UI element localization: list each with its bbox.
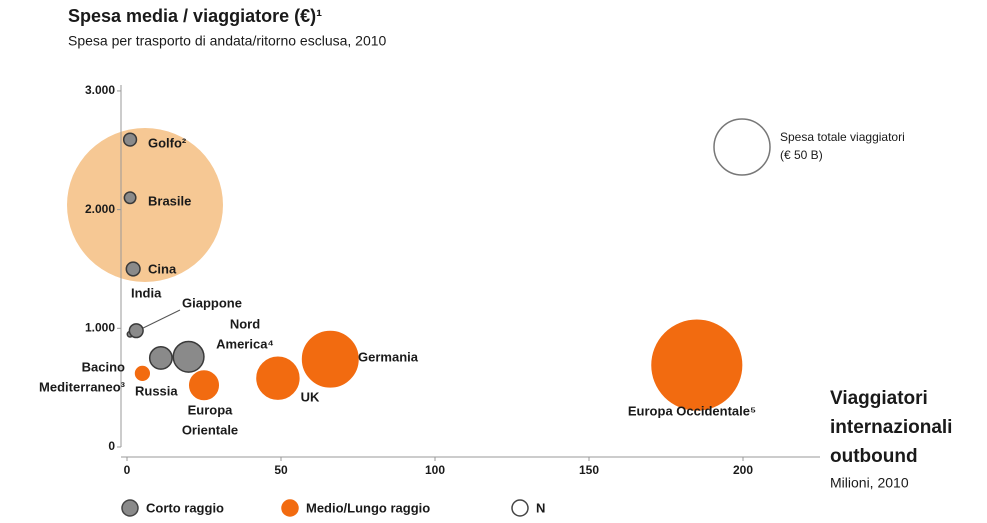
point-label: America⁴ <box>216 336 274 351</box>
point-label: Brasile <box>148 193 191 208</box>
size-legend-text: Spesa totale viaggiatori <box>780 130 905 144</box>
bubble <box>188 370 220 401</box>
point-label: Europa Occidentale⁵ <box>628 403 756 418</box>
bubble <box>301 330 359 388</box>
legend-marker <box>121 499 139 517</box>
bubble <box>256 356 300 400</box>
point-label: Nord <box>230 316 260 331</box>
bubble <box>122 132 138 147</box>
legend-marker <box>281 499 299 517</box>
x-axis-title: outbound <box>830 446 918 467</box>
point-label: India <box>131 285 162 300</box>
chart-title: Spesa media / viaggiatore (€)¹ <box>68 6 322 26</box>
point-label: Golfo² <box>148 135 187 150</box>
size-legend-bubble <box>713 118 771 176</box>
bubble <box>134 365 151 382</box>
x-axis-title: Viaggiatori <box>830 388 928 409</box>
legend-marker <box>511 499 529 517</box>
leader-line <box>136 309 181 332</box>
bubble <box>125 261 141 277</box>
bubble <box>128 323 144 339</box>
point-label: Europa <box>188 402 234 417</box>
point-label: Orientale <box>182 422 238 437</box>
point-label: Cina <box>148 261 177 276</box>
point-label: Mediterraneo³ <box>39 379 126 394</box>
x-tick-label: 200 <box>733 463 753 477</box>
x-axis-subtitle: Milioni, 2010 <box>830 475 909 491</box>
point-label: Germania <box>358 349 419 364</box>
highlight <box>67 128 223 282</box>
chart-subtitle: Spesa per trasporto di andata/ritorno es… <box>68 33 387 49</box>
x-tick-label: 0 <box>124 463 131 477</box>
bubble <box>148 346 173 370</box>
bubble <box>172 340 205 373</box>
x-axis-title: internazionali <box>830 417 952 438</box>
point-label: Bacino <box>82 359 125 374</box>
y-tick-label: 0 <box>108 439 115 453</box>
x-tick-label: 150 <box>579 463 599 477</box>
y-tick-label: 3.000 <box>85 83 115 97</box>
x-tick-label: 50 <box>274 463 288 477</box>
point-label: Russia <box>135 383 178 398</box>
y-tick-label: 1.000 <box>85 320 115 334</box>
bubble <box>651 319 743 411</box>
point-label: UK <box>301 389 320 404</box>
legend-label: Medio/Lungo raggio <box>306 500 430 515</box>
y-tick-label: 2.000 <box>85 202 115 216</box>
bubble <box>123 191 137 205</box>
legend-label: N <box>536 500 545 515</box>
size-legend-text: (€ 50 B) <box>780 148 823 162</box>
x-tick-label: 100 <box>425 463 445 477</box>
legend-label: Corto raggio <box>146 500 224 515</box>
point-label: Giappone <box>182 295 242 310</box>
